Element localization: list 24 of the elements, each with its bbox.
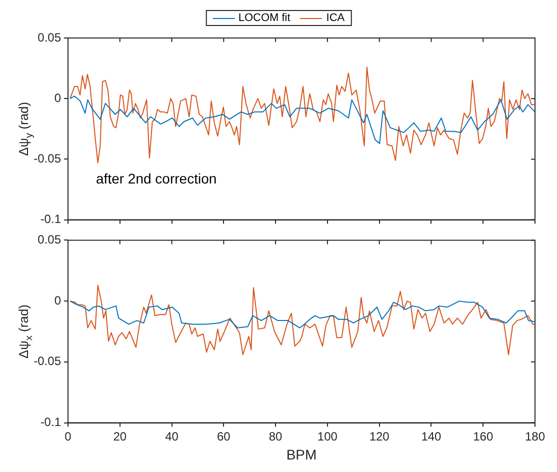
y-tick-label: 0.05 — [38, 30, 62, 44]
y-tick-label: -0.1 — [40, 415, 62, 430]
x-axis-title: BPM — [286, 446, 317, 462]
y-tick-label: 0 — [54, 90, 62, 105]
y-tick-label: -0.05 — [34, 354, 62, 368]
x-tick-label: 40 — [165, 429, 179, 444]
y-axis-title: Δψy (rad) — [16, 102, 35, 156]
x-tick-label: 20 — [113, 429, 127, 444]
x-tick-label: 160 — [473, 429, 494, 444]
y-tick-label: 0 — [54, 293, 62, 308]
y-tick-label: -0.1 — [40, 212, 62, 226]
legend-label: ICA — [326, 12, 345, 24]
x-tick-label: 100 — [317, 429, 338, 444]
x-tick-label: 60 — [216, 429, 231, 444]
x-tick-label: 140 — [421, 429, 442, 444]
x-tick-label: 180 — [524, 429, 546, 444]
x-tick-label: 120 — [369, 429, 390, 444]
y-tick-label: -0.05 — [34, 152, 62, 166]
x-tick-label: 80 — [268, 429, 283, 444]
y-axis-title: Δψx (rad) — [16, 304, 35, 359]
y-tick-label: 0.05 — [38, 232, 62, 247]
x-tick-label: 0 — [64, 429, 72, 444]
annotation: after 2nd correction — [96, 170, 217, 187]
legend-label: LOCOM fit — [238, 12, 290, 24]
